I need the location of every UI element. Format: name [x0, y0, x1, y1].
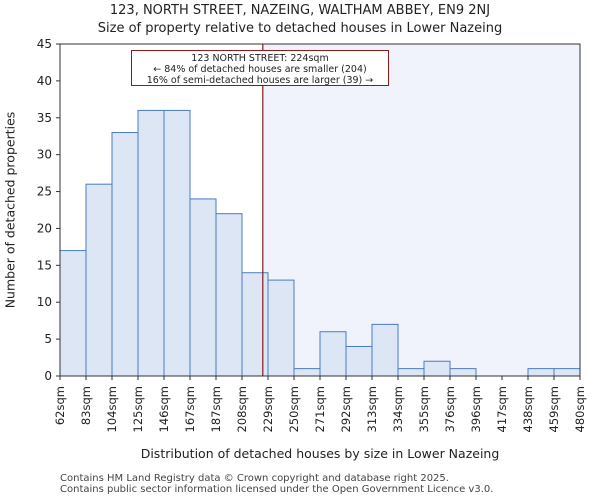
- x-tick-label: 83sqm: [79, 386, 93, 425]
- bar-229sqm: [267, 279, 295, 377]
- bar-104sqm: [111, 132, 139, 377]
- footer-licence: Contains public sector information licen…: [60, 484, 494, 495]
- bar-208sqm: [241, 272, 269, 377]
- bar-83sqm: [85, 183, 113, 377]
- annotation-line2: ← 84% of detached houses are smaller (20…: [153, 64, 367, 75]
- bar-292sqm: [345, 345, 373, 377]
- y-tick-label: 45: [37, 37, 52, 51]
- x-tick-label: 355sqm: [417, 386, 431, 432]
- bar-313sqm: [371, 323, 399, 377]
- x-tick-label: 376sqm: [443, 386, 457, 432]
- annotation-line3: 16% of semi-detached houses are larger (…: [146, 75, 374, 86]
- annotation-box: 123 NORTH STREET: 224sqm ← 84% of detach…: [131, 50, 389, 86]
- bar-146sqm: [163, 109, 191, 377]
- bars: [59, 109, 581, 377]
- x-tick-label: 146sqm: [157, 386, 171, 432]
- x-tick-label: 125sqm: [131, 386, 145, 432]
- x-tick-label: 396sqm: [469, 386, 483, 432]
- y-tick-label: 35: [37, 111, 52, 125]
- chart-title-line1: 123, NORTH STREET, NAZEING, WALTHAM ABBE…: [109, 3, 491, 18]
- x-tick-label: 480sqm: [573, 386, 587, 432]
- x-axis-label: Distribution of detached houses by size …: [140, 446, 500, 461]
- bar-167sqm: [189, 198, 217, 377]
- x-tick-label: 229sqm: [261, 386, 275, 432]
- larger-properties-highlight: [262, 44, 580, 376]
- chart-title-line2: Size of property relative to detached ho…: [97, 21, 503, 36]
- bar-459sqm: [553, 368, 581, 377]
- x-tick-label: 292sqm: [339, 386, 353, 432]
- bar-355sqm: [423, 360, 451, 377]
- x-tick-label: 313sqm: [365, 386, 379, 432]
- bar-250sqm: [293, 368, 321, 377]
- bar-271sqm: [319, 331, 347, 377]
- x-tick-label: 459sqm: [547, 386, 561, 432]
- x-tick-label: 187sqm: [209, 386, 223, 432]
- y-axis-label: Number of detached properties: [2, 111, 18, 309]
- x-tick-label: 167sqm: [183, 386, 197, 432]
- footer-copyright: Contains HM Land Registry data © Crown c…: [60, 473, 449, 484]
- bar-62sqm: [59, 250, 87, 377]
- x-tick-label: 438sqm: [521, 386, 535, 432]
- x-tick-label: 250sqm: [287, 386, 301, 432]
- y-tick-label: 40: [37, 74, 52, 88]
- y-tick-label: 20: [37, 221, 52, 235]
- bar-334sqm: [397, 368, 425, 377]
- y-tick-label: 15: [37, 258, 52, 272]
- x-tick-label: 62sqm: [53, 386, 67, 425]
- y-tick-label: 5: [44, 332, 52, 346]
- x-tick-label: 208sqm: [235, 386, 249, 432]
- bar-187sqm: [215, 213, 243, 377]
- bar-125sqm: [137, 109, 165, 377]
- x-tick-label: 334sqm: [391, 386, 405, 432]
- bar-438sqm: [527, 368, 555, 377]
- y-tick-label: 25: [37, 185, 52, 199]
- x-axis-ticks: 62sqm 83sqm 104sqm 125sqm 146sqm 167sqm 187sqm…: [53, 376, 587, 432]
- y-tick-label: 0: [44, 369, 52, 383]
- y-tick-label: 30: [37, 148, 52, 162]
- bar-376sqm: [449, 368, 477, 377]
- x-tick-label: 271sqm: [313, 386, 327, 432]
- x-tick-label: 417sqm: [495, 386, 509, 432]
- annotation-line1: 123 NORTH STREET: 224sqm: [191, 53, 329, 64]
- x-tick-label: 104sqm: [105, 386, 119, 432]
- y-axis-ticks: 0 5 10 15 20 25 30 35 40 45: [37, 37, 60, 383]
- y-tick-label: 10: [37, 295, 52, 309]
